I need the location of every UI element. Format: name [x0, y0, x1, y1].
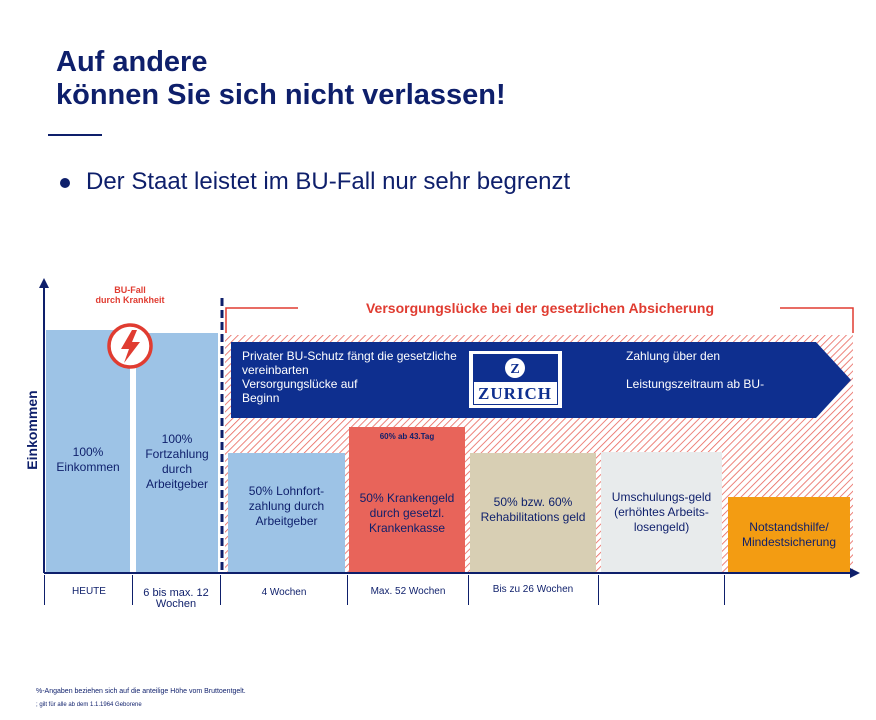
arrow-text-left-2: vereinbarten: [242, 363, 309, 377]
bu-fall-line-1: BU-Fall: [114, 285, 146, 295]
bullet-text: Der Staat leistet im BU-Fall nur sehr be…: [86, 168, 571, 195]
sick-pay-bar-label: 50% Krankengeld durch gesetzl. Krankenka…: [359, 490, 455, 535]
footnote-1: %-Angaben beziehen sich auf die anteilig…: [36, 688, 246, 695]
employer-100-bar: [136, 333, 218, 572]
rehab-bar-label: 50% bzw. 60% Rehabilitations geld: [480, 495, 586, 524]
bullet-dot: [60, 178, 70, 188]
timeline-label-6-12-weeks: 6 bis max. 12 Wochen: [143, 587, 209, 610]
bu-fall-line-2: durch Krankheit: [95, 295, 165, 305]
page-title: Auf andere können Sie sich nicht verlass…: [56, 46, 506, 112]
arrow-text-left-4: Beginn: [242, 391, 280, 405]
gap-bracket: [225, 307, 298, 333]
timeline-tick: [132, 575, 133, 605]
footnote-2: ; gilt für alle ab dem 1.1.1964 Geborene: [36, 702, 142, 708]
zurich-logo-text: ZURICH: [478, 384, 552, 403]
y-axis-label: Einkommen: [24, 390, 40, 470]
title-line-1: Auf andere: [56, 46, 208, 78]
arrow-text-left: Privater BU-Schutz fängt die gesetzliche…: [242, 349, 482, 405]
employer-50-bar-label: 50% Lohnfort-zahlung durch Arbeitgeber: [248, 483, 325, 528]
bu-fall-label: BU-Fall durch Krankheit: [80, 285, 180, 305]
arrow-text-right: Zahlung über den Leistungszeitraum ab BU…: [626, 349, 806, 391]
rehab-bar: [470, 453, 596, 572]
lightning-icon: [107, 323, 153, 369]
zurich-logo: Z ZURICH: [469, 351, 562, 408]
x-axis-arrow: [850, 568, 860, 578]
income-bar: [46, 330, 130, 572]
timeline-label-26-weeks: Bis zu 26 Wochen: [492, 584, 574, 595]
timeline-label-heute: HEUTE: [72, 586, 106, 597]
svg-text:Z: Z: [510, 362, 519, 377]
timeline-tick: [347, 575, 348, 605]
welfare-bar: [728, 497, 850, 572]
arrow-text-left-1: Privater BU-Schutz fängt die gesetzliche: [242, 349, 457, 363]
arrow-text-right-2: Leistungszeitraum ab BU-: [626, 377, 765, 391]
gap-label: Versorgungslücke bei der gesetzlichen Ab…: [365, 300, 715, 316]
sick-pay-note: 60% ab 43.Tag: [379, 432, 435, 441]
timeline-label-4-weeks: 4 Wochen: [261, 587, 307, 598]
arrow-text-left-3: Versorgungslücke auf: [242, 377, 358, 391]
income-bar-label: 100% Einkommen: [56, 445, 120, 474]
gap-bracket-right: [780, 307, 854, 333]
sick-pay-bar: [349, 427, 465, 572]
employer-100-bar-label: 100% Fortzahlung durch Arbeitgeber: [145, 432, 209, 491]
retraining-bar: [601, 452, 722, 572]
timeline-tick: [724, 575, 725, 605]
timeline-tick: [468, 575, 469, 605]
timeline-tick: [44, 575, 45, 605]
welfare-bar-label: Notstandshilfe/ Mindestsicherung: [741, 520, 837, 549]
employer-50-bar: [228, 453, 345, 572]
y-axis-arrow: [39, 278, 49, 288]
title-underline: [48, 134, 102, 136]
timeline-label-52-weeks: Max. 52 Wochen: [370, 586, 446, 597]
arrow-text-right-1: Zahlung über den: [626, 349, 721, 363]
timeline-tick: [598, 575, 599, 605]
timeline-tick: [220, 575, 221, 605]
retraining-bar-label: Umschulungs-geld (erhöhtes Arbeits-losen…: [611, 489, 712, 534]
title-line-2: können Sie sich nicht verlassen!: [56, 79, 506, 111]
